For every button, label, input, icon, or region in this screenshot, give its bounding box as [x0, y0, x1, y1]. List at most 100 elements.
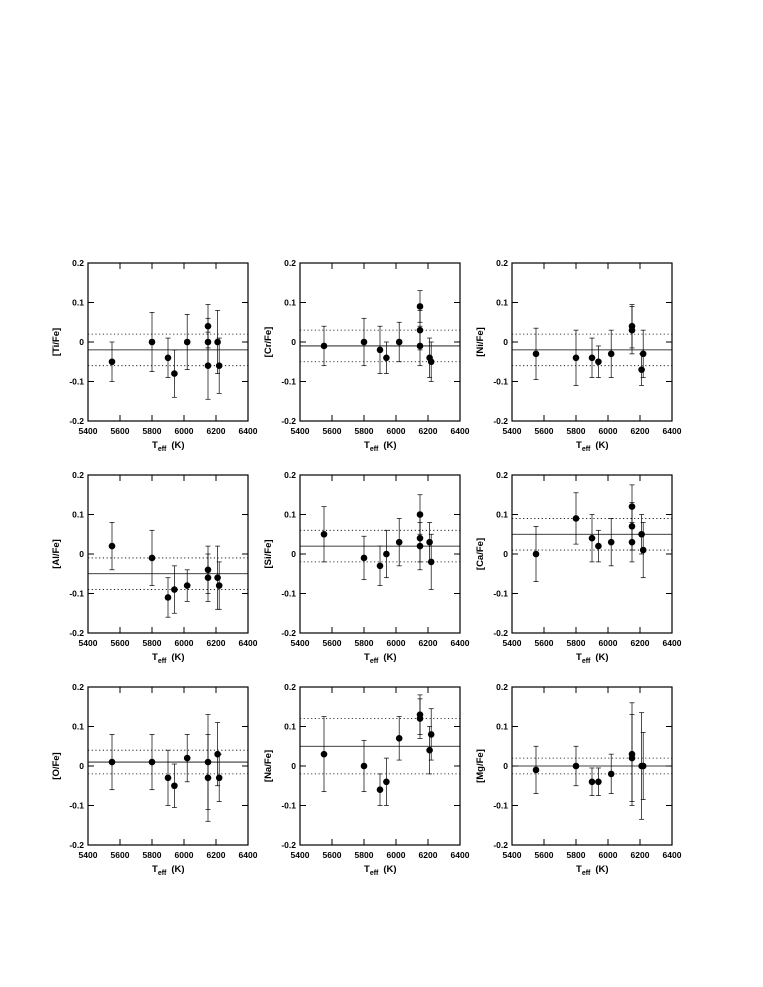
- x-tick-label: 6000: [175, 638, 194, 648]
- point: [628, 754, 636, 762]
- y-tick-label: 0.2: [284, 682, 296, 692]
- point: [607, 770, 615, 778]
- point: [427, 731, 435, 738]
- point: [416, 715, 424, 722]
- point: [532, 550, 540, 558]
- point: [148, 758, 156, 766]
- point: [108, 758, 116, 766]
- x-axis-label: Teff (K): [364, 652, 397, 665]
- y-tick-label: -0.2: [281, 628, 296, 638]
- point: [215, 582, 223, 589]
- x-tick-label: 6000: [175, 426, 194, 436]
- panel: 5400 5600 5800 6000 6200 6400 -0.2 -0.1 0 0.1 0.2 T…: [475, 258, 682, 453]
- y-tick-label: 0.1: [284, 510, 296, 520]
- point: [426, 746, 433, 754]
- panel: 5400 5600 5800 6000 6200 6400 -0.2 -0.1 0 0.1 0.2 T…: [51, 470, 258, 665]
- x-axis-label: Teff (K): [152, 864, 185, 877]
- point: [532, 350, 540, 358]
- y-tick-label: -0.2: [69, 628, 84, 638]
- x-tick-label: 5600: [111, 638, 130, 648]
- x-label-unit: (K): [383, 652, 396, 663]
- x-tick-label: 5400: [503, 850, 522, 860]
- y-tick-label: 0: [503, 549, 508, 559]
- x-tick-label: 6200: [419, 638, 438, 648]
- point: [183, 338, 191, 346]
- x-axis-label: Teff (K): [576, 652, 609, 665]
- point: [595, 542, 602, 550]
- x-tick-label: 5600: [535, 638, 554, 648]
- panel: 5400 5600 5800 6000 6200 6400 -0.2 -0.1 0 0.1 0.2 T…: [263, 470, 470, 665]
- panel: 5400 5600 5800 6000 6200 6400 -0.2 -0.1 0 0.1 0.2 T…: [475, 470, 682, 665]
- point: [383, 778, 390, 786]
- x-label-main: T: [364, 864, 370, 875]
- point: [164, 774, 172, 782]
- x-label-main: T: [364, 652, 370, 663]
- point: [588, 778, 596, 786]
- point: [588, 534, 596, 542]
- point: [395, 538, 403, 546]
- x-label-unit: (K): [595, 652, 608, 663]
- y-axis-label: [Cr/Fe]: [263, 327, 274, 358]
- point: [607, 538, 615, 546]
- y-tick-label: -0.1: [493, 377, 508, 387]
- point: [320, 530, 328, 538]
- x-label-main: T: [576, 652, 582, 663]
- y-tick-label: -0.2: [493, 628, 508, 638]
- y-axis-label: [Mg/Fe]: [475, 749, 486, 783]
- panel: 5400 5600 5800 6000 6200 6400 -0.2 -0.1 0 0.1 0.2 T…: [51, 258, 258, 453]
- x-tick-label: 5800: [143, 638, 162, 648]
- x-tick-label: 6400: [663, 638, 682, 648]
- x-tick-label: 6400: [239, 850, 258, 860]
- x-tick-label: 6200: [419, 426, 438, 436]
- x-label-main: T: [152, 440, 158, 451]
- point: [108, 542, 116, 550]
- point: [148, 338, 156, 346]
- point: [376, 562, 384, 570]
- x-tick-label: 6000: [599, 426, 618, 436]
- point: [164, 594, 172, 601]
- panel: 5400 5600 5800 6000 6200 6400 -0.2 -0.1 0 0.1 0.2 T…: [475, 682, 682, 877]
- x-label-main: T: [576, 440, 582, 451]
- x-tick-label: 5600: [535, 426, 554, 436]
- x-axis-label: Teff (K): [364, 864, 397, 877]
- point: [572, 762, 580, 770]
- y-tick-label: -0.2: [281, 840, 296, 850]
- point: [638, 530, 645, 538]
- x-label-sub: eff: [158, 870, 167, 877]
- panel: 5400 5600 5800 6000 6200 6400 -0.2 -0.1 0 0.1 0.2 T…: [263, 682, 470, 877]
- x-label-sub: eff: [582, 658, 591, 665]
- y-tick-label: 0: [79, 549, 84, 559]
- x-label-sub: eff: [370, 446, 379, 453]
- point: [427, 358, 435, 366]
- x-tick-label: 6200: [631, 850, 650, 860]
- point: [395, 735, 403, 742]
- y-tick-label: 0: [291, 761, 296, 771]
- y-tick-label: -0.2: [69, 416, 84, 426]
- y-tick-label: -0.1: [493, 801, 508, 811]
- point: [376, 346, 384, 354]
- x-tick-label: 5600: [111, 426, 130, 436]
- x-tick-label: 5600: [535, 850, 554, 860]
- y-tick-label: 0.1: [284, 722, 296, 732]
- x-tick-label: 5600: [323, 638, 342, 648]
- x-tick-label: 5600: [111, 850, 130, 860]
- x-label-main: T: [152, 652, 158, 663]
- y-tick-label: 0.1: [496, 722, 508, 732]
- point: [426, 538, 433, 546]
- point: [164, 354, 172, 362]
- point: [360, 762, 368, 770]
- y-tick-label: 0: [79, 337, 84, 347]
- y-axis-label: [Ca/Fe]: [475, 538, 486, 570]
- point: [360, 338, 368, 346]
- x-label-sub: eff: [158, 658, 167, 665]
- point: [214, 338, 221, 346]
- x-tick-label: 5800: [567, 638, 586, 648]
- x-tick-label: 5400: [291, 850, 310, 860]
- y-axis-label: [Al/Fe]: [51, 539, 62, 569]
- x-label-unit: (K): [595, 440, 608, 451]
- point: [572, 354, 580, 362]
- point: [204, 362, 212, 370]
- x-tick-label: 6000: [387, 426, 406, 436]
- x-label-sub: eff: [582, 446, 591, 453]
